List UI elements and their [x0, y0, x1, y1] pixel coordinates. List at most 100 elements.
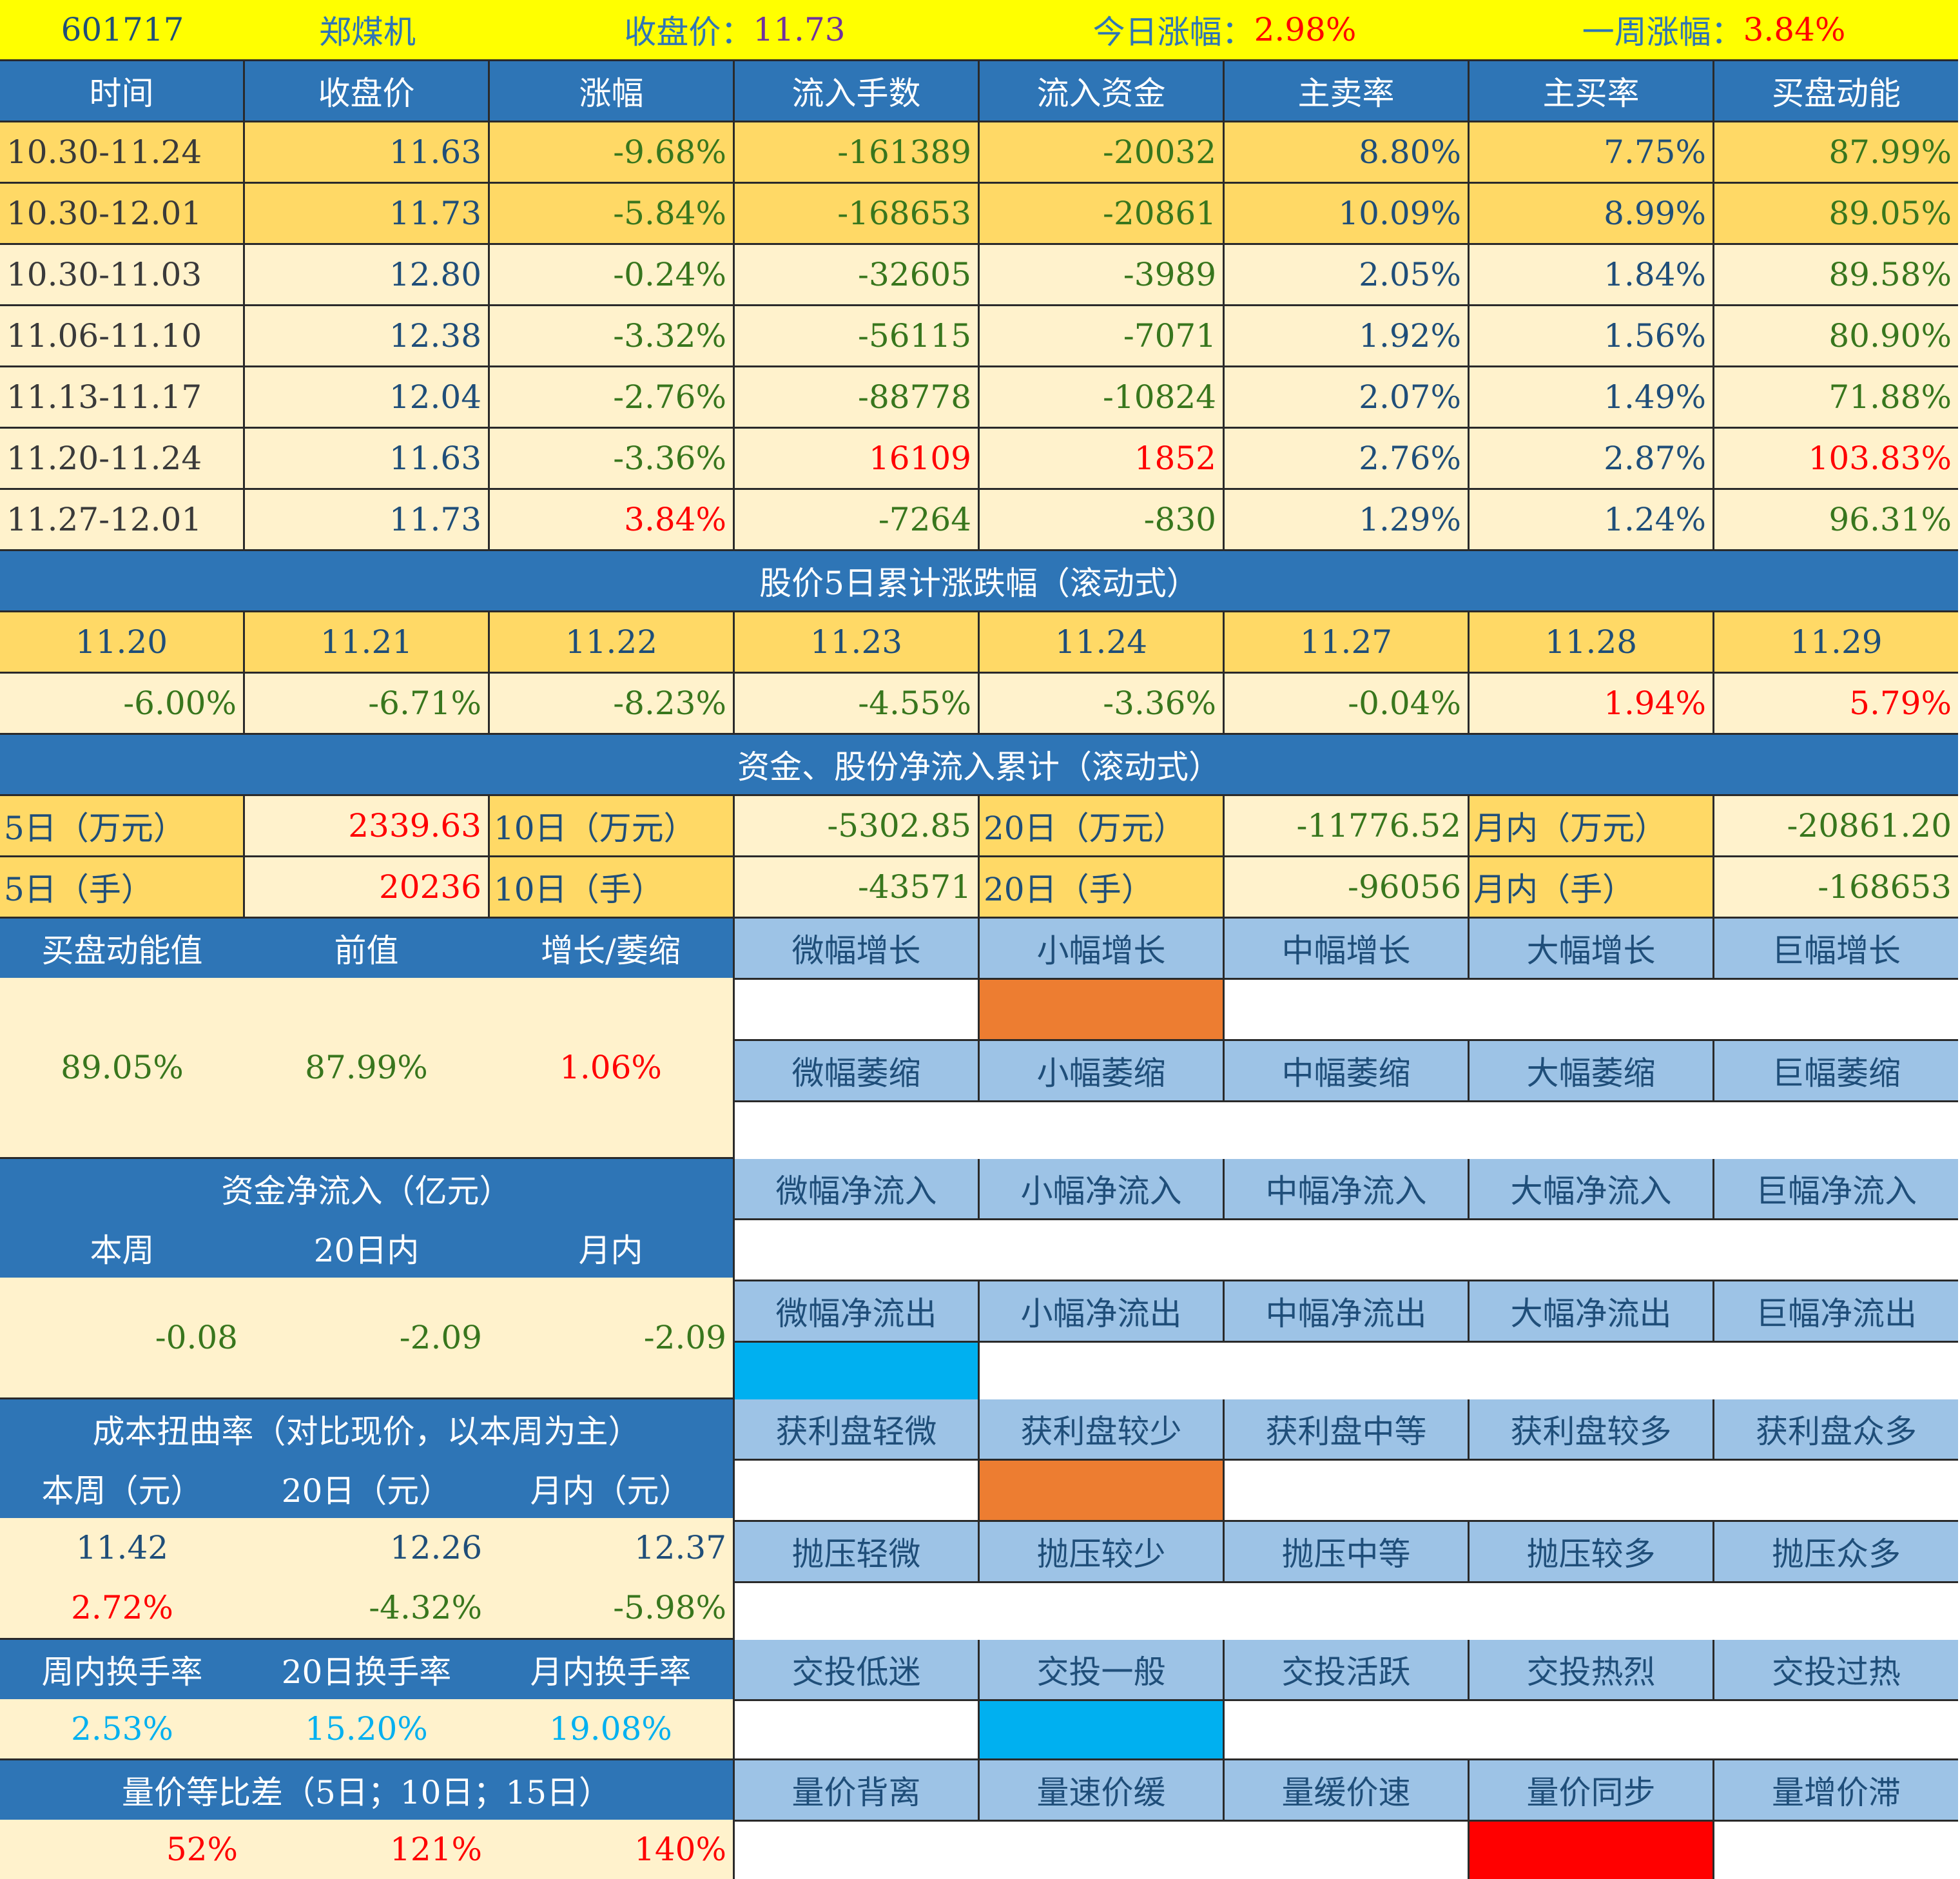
table-row: 11.13-11.17 12.04 -2.76% -88778 -10824 2…	[0, 367, 1958, 429]
cum5-date: 11.24	[980, 612, 1225, 672]
outflow-label: 大幅净流出	[1470, 1281, 1714, 1341]
table-row: 10.30-11.24 11.63 -9.68% -161389 -20032 …	[0, 122, 1958, 184]
table-row: 10.30-11.03 12.80 -0.24% -32605 -3989 2.…	[0, 245, 1958, 306]
shrink-label: 巨幅萎缩	[1772, 1055, 1901, 1092]
outflow-label: 巨幅净流出	[1756, 1295, 1917, 1332]
outflow-indicator-active	[735, 1343, 980, 1400]
stock-code: 601717	[61, 11, 184, 48]
profit-label: 获利盘众多	[1756, 1413, 1917, 1450]
pressure-label: 抛压众多	[1772, 1535, 1901, 1573]
turnover-values: 2.53% 15.20% 19.08%	[0, 1699, 733, 1758]
shrink-label: 大幅萎缩	[1470, 1041, 1714, 1100]
close-price-value: 11.73	[753, 11, 846, 48]
cell-funds: -10824	[980, 367, 1225, 427]
close-price-label: 收盘价：	[624, 14, 753, 51]
outflow-indicators	[735, 1343, 1958, 1400]
vp-title: 量价等比差（5日；10日；15日）	[121, 1774, 612, 1811]
cell-change: -3.36%	[490, 429, 735, 488]
cell-close: 11.73	[245, 490, 490, 549]
turnover-h2: 20日换手率	[281, 1653, 452, 1691]
pressure-indicator	[980, 1583, 1225, 1640]
cell-lots: -88778	[735, 367, 980, 427]
vp-indicator	[735, 1822, 980, 1879]
fund-h3: 月内	[578, 1232, 643, 1269]
power-previous: 87.99%	[305, 1049, 428, 1086]
outflow-indicator	[1225, 1343, 1470, 1400]
profit-indicators	[735, 1461, 1958, 1522]
shrink-indicator	[1225, 1102, 1470, 1160]
cost-price-week: 11.42	[75, 1529, 169, 1566]
fund-20d: -2.09	[399, 1319, 482, 1356]
inflow-indicator	[980, 1220, 1225, 1280]
cell-change: -3.32%	[490, 306, 735, 365]
outflow-label: 微幅净流出	[735, 1281, 980, 1341]
cum5-value: -6.71%	[245, 674, 490, 733]
inflow-indicator	[1714, 1220, 1958, 1280]
turnover-h3: 月内换手率	[530, 1653, 692, 1691]
cell-lots: -56115	[735, 306, 980, 365]
inflow-indicator	[1225, 1220, 1470, 1280]
shrink-indicator	[1714, 1102, 1958, 1160]
cell-sell-rate: 2.07%	[1225, 367, 1470, 427]
vp-label: 量增价滞	[1772, 1774, 1901, 1811]
grow-indicators	[735, 980, 1958, 1041]
cell-close: 12.80	[245, 245, 490, 304]
cost-price-20d: 12.26	[389, 1529, 482, 1566]
vp-indicator	[1714, 1822, 1958, 1879]
cost-price-month: 12.37	[634, 1529, 727, 1566]
cum5-date: 11.27	[1225, 612, 1470, 672]
pressure-indicator	[735, 1583, 980, 1640]
power-header: 买盘动能值 前值 增长/萎缩	[0, 919, 733, 978]
netflow-value: -11776.52	[1225, 796, 1470, 855]
cell-change: 3.84%	[490, 490, 735, 549]
netflow-title-bar: 资金、股份净流入累计（滚动式）	[0, 735, 1958, 796]
cell-close: 12.38	[245, 306, 490, 365]
grow-label: 大幅增长	[1470, 919, 1714, 978]
col-lots: 流入手数	[735, 61, 980, 121]
shrink-label: 微幅萎缩	[735, 1041, 980, 1100]
col-funds: 流入资金	[980, 61, 1225, 121]
turnover-header: 周内换手率 20日换手率 月内换手率	[0, 1640, 733, 1699]
cell-time: 11.20-11.24	[0, 429, 245, 488]
fund-h1: 本周	[90, 1232, 155, 1269]
vp-10d: 121%	[390, 1831, 482, 1868]
cum5-value: -3.36%	[980, 674, 1225, 733]
turnover-indicator	[1714, 1701, 1958, 1758]
outflow-label: 中幅净流出	[1225, 1281, 1470, 1341]
cum5-value: -0.04%	[1225, 674, 1470, 733]
cell-sell-rate: 1.29%	[1225, 490, 1470, 549]
cell-lots: -7264	[735, 490, 980, 549]
power-current: 89.05%	[61, 1049, 184, 1086]
vp-indicators	[735, 1822, 1958, 1879]
vp-label: 量缓价速	[1225, 1760, 1470, 1820]
turnover-right: 交投低迷 交投一般 交投活跃 交投热烈 交投过热	[735, 1640, 1958, 1758]
pressure-labels: 抛压轻微 抛压较少 抛压中等 抛压较多 抛压众多	[735, 1522, 1958, 1583]
cum5-date: 11.28	[1470, 612, 1714, 672]
profit-label: 获利盘中等	[1225, 1399, 1470, 1459]
cost-rate-month: -5.98%	[613, 1589, 727, 1626]
cost-price-row: 11.42 12.26 12.37	[0, 1518, 733, 1577]
cell-close: 11.63	[245, 429, 490, 488]
col-sell-rate: 主卖率	[1225, 61, 1470, 121]
cost-block: 成本扭曲率（对比现价，以本周为主） 本周（元） 20日（元） 月内（元） 11.…	[0, 1399, 1958, 1640]
vp-left: 量价等比差（5日；10日；15日） 52% 121% 140%	[0, 1760, 735, 1879]
cell-change: -5.84%	[490, 184, 735, 243]
netflow-value: 20236	[245, 857, 490, 917]
cell-buy-rate: 1.24%	[1470, 490, 1714, 549]
cost-values: 11.42 12.26 12.37 2.72% -4.32% -5.98%	[0, 1518, 733, 1638]
cell-change: -9.68%	[490, 122, 735, 182]
cell-sell-rate: 2.05%	[1225, 245, 1470, 304]
cell-change: -2.76%	[490, 367, 735, 427]
cell-lots: 16109	[735, 429, 980, 488]
netflow-label: 月内（万元）	[1470, 796, 1714, 855]
profit-label: 获利盘较多	[1470, 1399, 1714, 1459]
cell-close: 11.73	[245, 184, 490, 243]
netflow-title: 资金、股份净流入累计（滚动式）	[737, 748, 1221, 786]
pressure-label: 抛压中等	[1225, 1522, 1470, 1581]
turnover-week: 2.53%	[71, 1710, 173, 1748]
shrink-label: 小幅萎缩	[980, 1041, 1225, 1100]
grow-labels: 微幅增长 小幅增长 中幅增长 大幅增长 巨幅增长	[735, 919, 1958, 980]
profit-indicator	[1470, 1461, 1714, 1520]
turnover-block: 周内换手率 20日换手率 月内换手率 2.53% 15.20% 19.08% 交…	[0, 1640, 1958, 1760]
cost-h2: 20日（元）	[281, 1472, 452, 1510]
